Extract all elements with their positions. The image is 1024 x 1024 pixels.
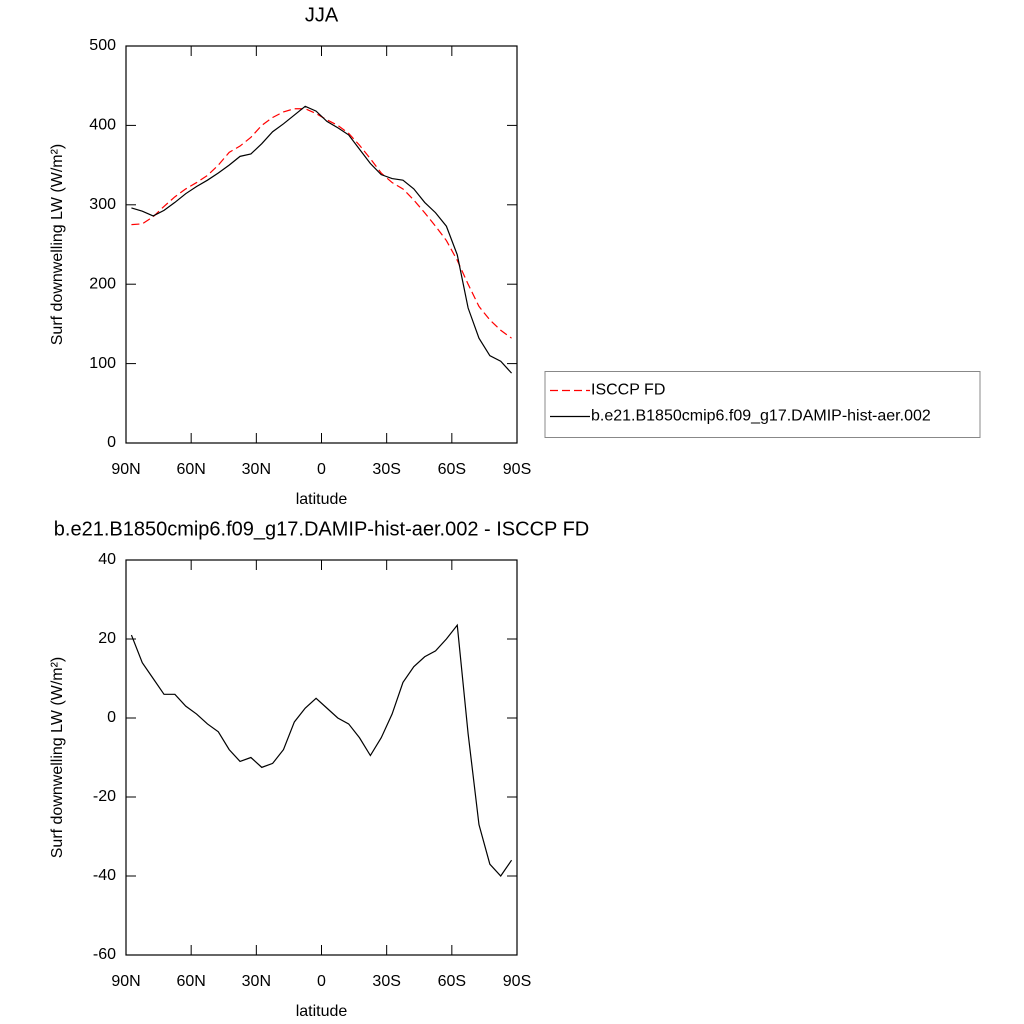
legend-box [544,371,981,438]
y-tick-label: 20 [98,630,116,647]
y-tick-label: 400 [89,117,116,134]
x-tick-label: 60N [176,973,205,990]
y-tick-label: 200 [89,275,116,292]
chart-title: b.e21.B1850cmip6.f09_g17.DAMIP-hist-aer.… [54,518,589,540]
plot-frame [125,45,518,444]
y-tick-label: -60 [93,946,116,963]
data-line [131,108,512,339]
y-axis-label: Surf downwelling LW (W/m²) [49,657,66,859]
x-tick-label: 60S [438,973,466,990]
x-axis-label: latitude [296,1003,348,1020]
x-tick-label: 90S [503,973,531,990]
x-tick-label: 60N [176,461,205,478]
y-tick-label: 500 [89,37,116,54]
x-tick-label: 30N [242,461,271,478]
x-tick-label: 60S [438,461,466,478]
y-tick-label: -20 [93,788,116,805]
x-axis-label: latitude [296,491,348,508]
y-tick-label: -40 [93,867,116,884]
y-tick-label: 0 [107,434,116,451]
data-line [131,105,513,374]
x-tick-label: 90S [503,461,531,478]
x-tick-label: 90N [111,973,140,990]
y-tick-label: 100 [89,355,116,372]
data-line [130,623,513,877]
x-tick-label: 0 [317,973,326,990]
chart-title: JJA [305,4,339,26]
plot-frame [125,559,518,956]
y-tick-label: 40 [98,551,116,568]
x-tick-label: 90N [111,461,140,478]
x-tick-label: 30S [372,461,400,478]
x-tick-label: 30N [242,973,271,990]
y-tick-label: 0 [107,709,116,726]
x-tick-label: 30S [372,973,400,990]
legend-label: ISCCP FD [591,382,665,399]
x-tick-label: 0 [317,461,326,478]
y-tick-label: 300 [89,196,116,213]
y-axis-label: Surf downwelling LW (W/m²) [49,144,66,346]
legend-label: b.e21.B1850cmip6.f09_g17.DAMIP-hist-aer.… [591,408,931,425]
